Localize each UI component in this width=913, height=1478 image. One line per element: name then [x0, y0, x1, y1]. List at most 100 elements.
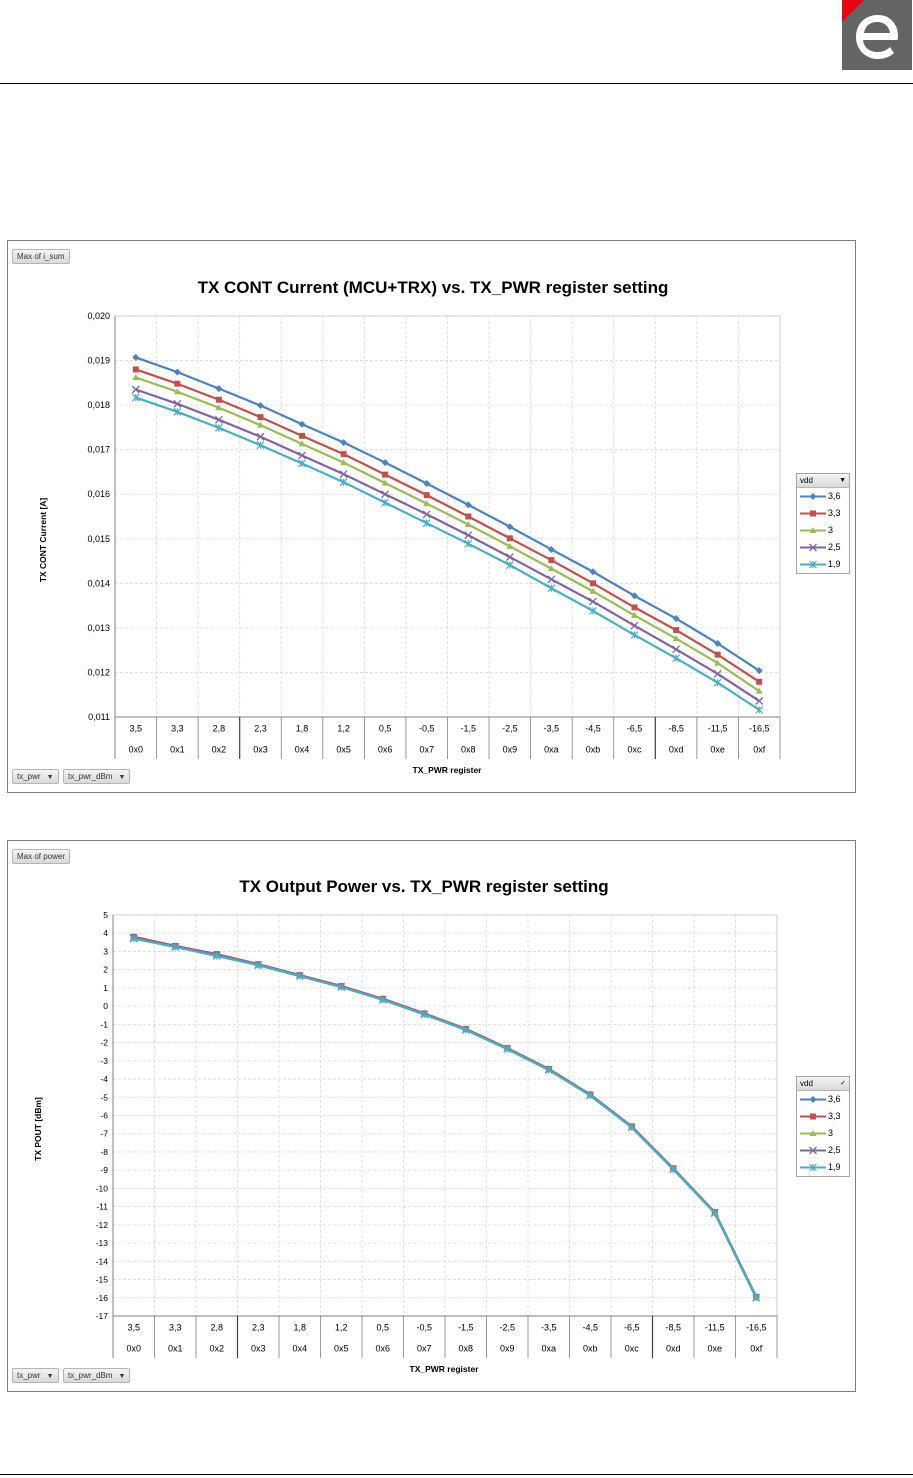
legend-label: 3: [828, 525, 834, 535]
legend-label: 1,9: [828, 1162, 841, 1172]
x-tick-label-register: 0x2: [212, 745, 227, 755]
x-tick-label-dbm: 3,3: [171, 724, 184, 734]
data-point: [381, 479, 389, 486]
data-point: [256, 441, 265, 450]
data-point: [506, 535, 513, 542]
x-tick-label-register: 0x3: [253, 745, 268, 755]
data-point: [544, 1066, 553, 1074]
chart-title: TX CONT Current (MCU+TRX) vs. TX_PWR reg…: [198, 278, 669, 297]
x-tick-label-dbm: 2,3: [254, 724, 267, 734]
data-point: [131, 385, 140, 394]
legend-swatch: [800, 527, 826, 533]
series-2-5: [131, 385, 764, 705]
y-tick-label: -5: [100, 1092, 108, 1102]
x-tick-label-dbm: -1,5: [458, 1323, 474, 1333]
pivot-axis-label: tx_pwr: [17, 772, 41, 781]
data-point: [422, 519, 431, 528]
data-point: [809, 1163, 817, 1172]
data-point: [713, 678, 722, 687]
legend-item: 2,5: [797, 1142, 849, 1159]
series-line: [135, 356, 760, 672]
y-tick-label: 3: [103, 946, 108, 956]
data-point: [673, 627, 680, 634]
data-point: [809, 527, 817, 533]
data-point: [423, 492, 430, 499]
legend-item: 1,9: [797, 556, 849, 573]
data-point: [547, 545, 555, 553]
y-tick-label: -13: [96, 1238, 109, 1248]
data-point: [547, 575, 556, 584]
dropdown-arrow-icon: ▼: [839, 477, 846, 484]
legend-label: 2,5: [828, 542, 841, 552]
x-tick-label-dbm: -6,5: [627, 724, 643, 734]
data-point: [672, 635, 680, 642]
y-axis-label: TX CONT Current [A]: [38, 498, 48, 583]
pivot-axis-button-tx-pwr-dbm[interactable]: tx_pwr_dBm ▼: [63, 1368, 131, 1383]
y-tick-label: 0,014: [87, 578, 110, 588]
x-tick-label-register: 0xa: [544, 745, 559, 755]
x-tick-label-dbm: 2,8: [213, 724, 226, 734]
data-point: [810, 1113, 816, 1120]
y-tick-label: 0,012: [87, 667, 110, 677]
legend-field-button[interactable]: vdd ✓: [797, 1077, 849, 1091]
data-point: [809, 543, 817, 552]
data-point: [505, 561, 514, 569]
data-point: [340, 459, 348, 466]
data-point: [173, 407, 182, 416]
data-point: [132, 353, 140, 361]
dropdown-arrow-icon: ▼: [46, 1373, 54, 1380]
series-line: [135, 396, 760, 711]
x-tick-label-register: 0x2: [209, 1344, 224, 1354]
pivot-axis-button-tx-pwr[interactable]: tx_pwr ▼: [12, 1368, 59, 1383]
y-tick-label: 1: [103, 983, 108, 993]
data-point: [214, 415, 223, 424]
data-point: [756, 678, 763, 685]
legend-swatch: [800, 1163, 826, 1172]
series-1-9: [131, 393, 764, 714]
x-tick-label-dbm: -4,5: [582, 1323, 598, 1333]
x-tick-label-register: 0x5: [336, 745, 351, 755]
data-point: [809, 560, 817, 569]
data-point: [215, 396, 222, 403]
legend-item: 2,5: [797, 539, 849, 556]
y-tick-label: -7: [100, 1129, 108, 1139]
data-point: [173, 399, 182, 408]
data-point: [548, 557, 555, 564]
x-tick-label-register: 0x6: [378, 745, 393, 755]
pivot-value-button[interactable]: Max of i_sum: [12, 249, 70, 264]
pivot-axis-button-tx-pwr[interactable]: tx_pwr ▼: [12, 769, 59, 784]
data-point: [672, 645, 681, 654]
legend-item: 3,3: [797, 505, 849, 522]
company-logo: [842, 0, 912, 70]
data-point: [810, 510, 816, 517]
pivot-value-button[interactable]: Max of power: [12, 849, 71, 864]
current-chart-frame: Max of i_sum TX CONT Current (MCU+TRX) v…: [7, 240, 856, 793]
y-tick-label: 0,020: [87, 311, 110, 321]
x-tick-label-register: 0x7: [419, 745, 434, 755]
data-point: [256, 421, 264, 428]
x-tick-label-dbm: -16,5: [749, 724, 770, 734]
y-tick-label: 5: [103, 910, 108, 920]
data-point: [337, 983, 346, 991]
x-tick-label-dbm: -3,5: [544, 724, 560, 734]
series-3-3: [132, 366, 763, 685]
data-point: [381, 459, 389, 467]
y-tick-label: 4: [103, 928, 108, 938]
data-point: [589, 597, 597, 606]
y-tick-label: -16: [96, 1293, 109, 1303]
x-tick-label-register: 0xc: [628, 745, 643, 755]
pivot-axis-label: tx_pwr_dBm: [68, 772, 113, 781]
legend-label: 2,5: [828, 1145, 841, 1155]
x-tick-label-dbm: -11,5: [708, 724, 728, 734]
pivot-axis-label: tx_pwr_dBm: [68, 1371, 113, 1380]
data-point: [254, 961, 263, 970]
data-point: [295, 972, 304, 980]
series-1-9: [129, 934, 761, 1302]
data-point: [755, 705, 764, 714]
y-tick-label: -11: [96, 1202, 108, 1212]
x-tick-label-dbm: -16,5: [746, 1323, 767, 1333]
y-tick-label: -10: [96, 1183, 109, 1193]
pivot-axis-button-tx-pwr-dbm[interactable]: tx_pwr_dBm ▼: [63, 769, 131, 784]
legend-field-button[interactable]: vdd ▼: [797, 474, 849, 488]
y-tick-label: -6: [100, 1111, 108, 1121]
